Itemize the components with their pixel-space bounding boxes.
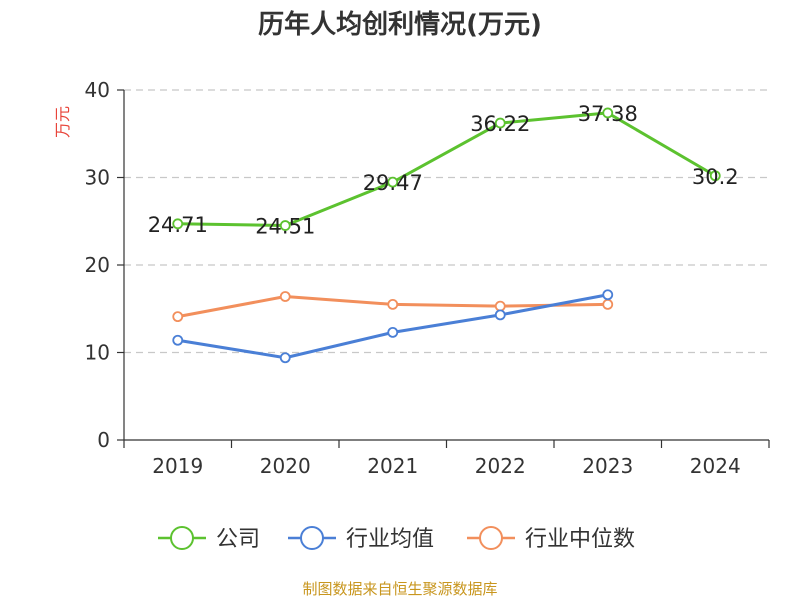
x-tick-labels: 2019 2020 2021 2022 2023 2024 [152,454,740,478]
data-point [602,107,614,119]
legend-label: 行业中位数 [525,527,635,552]
data-point [387,326,399,338]
y-tick-label: 30 [85,166,110,190]
data-point [279,220,291,231]
series-group [172,107,721,364]
x-tick-label: 2023 [582,454,633,478]
data-label: 24.71 [148,213,208,237]
data-point [387,176,399,188]
data-point [172,311,184,323]
y-axis-label: 万元 [53,106,72,138]
data-point [494,117,506,129]
x-tick-label: 2022 [475,454,526,478]
axes [117,89,770,448]
data-point [494,300,506,312]
grid-lines [124,89,769,354]
legend-marker [479,526,503,550]
data-label: 29.47 [363,171,423,195]
data-point [709,170,721,182]
legend-label: 行业均值 [346,527,434,552]
data-point [172,218,184,230]
data-point [172,334,184,346]
data-point [279,352,291,364]
legend-marker [170,526,194,550]
data-label: 24.51 [255,215,315,239]
data-label: 30.2 [692,165,739,189]
y-tick-label: 20 [85,253,110,277]
source-note: 制图数据来自恒生聚源数据库 [302,580,498,598]
data-point [602,289,614,301]
data-point [279,291,291,302]
data-point [494,309,506,321]
x-tick-label: 2020 [260,454,311,478]
data-labels: 24.71 24.51 29.47 36.22 37.38 30.2 [148,102,739,239]
x-tick-label: 2024 [690,454,741,478]
y-tick-labels: 0 10 20 30 40 [85,78,110,452]
series-line [177,111,717,228]
y-tick-label: 40 [85,78,110,102]
data-label: 36.22 [470,112,530,136]
legend-label: 公司 [216,527,260,552]
data-point [387,298,399,310]
x-tick-label: 2021 [367,454,418,478]
data-label: 37.38 [578,102,638,126]
y-tick-label: 10 [85,341,110,365]
chart-title: 历年人均创利情况(万元) [258,10,542,40]
legend: 公司 行业均值 行业中位数 [158,526,635,552]
y-tick-label: 0 [97,428,110,452]
data-point [602,298,614,310]
x-tick-label: 2019 [152,454,203,478]
legend-marker [300,526,324,550]
